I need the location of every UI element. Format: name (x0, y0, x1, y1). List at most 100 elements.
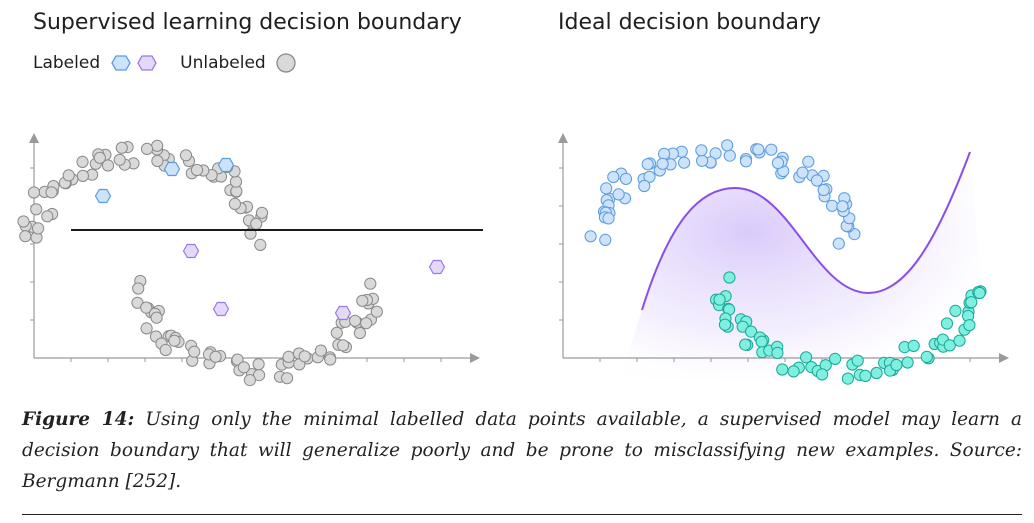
unlabeled-circle-icon (276, 53, 296, 73)
blue-class-point (771, 156, 785, 170)
purple-hexagon-icon (137, 55, 157, 71)
blue-class-point (612, 188, 625, 201)
teal-class-point (723, 271, 736, 284)
unlabeled-point (132, 282, 145, 295)
labeled-blue-point (217, 157, 235, 173)
labeled-purple-point (212, 301, 230, 317)
teal-class-point (943, 339, 956, 352)
teal-class-point (859, 369, 872, 382)
unlabeled-point (101, 159, 115, 172)
unlabeled-point (356, 294, 369, 307)
unlabeled-point (41, 210, 54, 223)
left-panel-title: Supervised learning decision boundary (33, 10, 462, 35)
left-scatter-plot (17, 133, 483, 387)
legend-labeled-label: Labeled (33, 53, 101, 73)
unlabeled-point (76, 155, 89, 168)
unlabeled-point (353, 326, 366, 340)
unlabeled-point (140, 322, 153, 335)
teal-class-point (851, 354, 864, 367)
figure-label: Figure 14: (22, 409, 135, 430)
teal-class-point (755, 335, 768, 348)
teal-class-point (713, 293, 726, 306)
blue-class-point (752, 143, 765, 156)
labeled-purple-point (182, 243, 200, 259)
blue-class-point (802, 155, 815, 168)
teal-class-point (800, 351, 813, 364)
teal-class-point (890, 358, 903, 372)
blue-class-point (638, 179, 651, 193)
teal-class-point (965, 296, 978, 309)
unlabeled-point (76, 169, 90, 182)
blue-class-point (619, 172, 633, 185)
blue-class-point (600, 182, 613, 195)
unlabeled-point (32, 222, 45, 235)
blue-class-point (739, 155, 753, 168)
teal-class-point (940, 317, 954, 330)
teal-class-point (841, 372, 855, 385)
blue-class-point (765, 143, 778, 156)
teal-class-point (953, 334, 966, 347)
unlabeled-point (27, 186, 41, 199)
blue-class-point (678, 156, 691, 169)
unlabeled-point (254, 238, 267, 251)
figure-caption: Figure 14: Using only the minimal labell… (22, 404, 1022, 497)
labeled-hexagon-icons (111, 55, 157, 71)
blue-class-point (602, 212, 615, 225)
caption-text: Using only the minimal labelled data poi… (22, 409, 1022, 492)
blue-class-point (721, 139, 734, 152)
y-axis-arrow-icon (558, 133, 568, 143)
blue-class-point (810, 174, 824, 187)
unlabeled-point (364, 277, 377, 290)
blue-class-point (656, 157, 669, 170)
blue-class-point (641, 158, 654, 171)
teal-class-point (739, 338, 752, 351)
unlabeled-point (62, 169, 75, 182)
unlabeled-point (151, 154, 164, 168)
labeled-blue-point (94, 188, 112, 204)
right-scatter-plot (558, 133, 1009, 385)
unlabeled-point (282, 350, 295, 363)
unlabeled-point (30, 203, 43, 216)
unlabeled-point (140, 301, 153, 314)
plots-canvas (17, 133, 1009, 387)
teal-class-point (776, 363, 789, 376)
teal-class-point (920, 350, 933, 363)
unlabeled-point (252, 358, 265, 371)
unlabeled-point (360, 317, 373, 330)
blue-class-point (599, 233, 612, 246)
unlabeled-point (17, 215, 30, 228)
legend: Labeled Unlabeled (33, 50, 300, 76)
blue-class-point (607, 170, 620, 184)
unlabeled-point (45, 186, 58, 199)
teal-class-point (907, 339, 920, 352)
teal-class-point (771, 346, 784, 359)
ideal-class-region (620, 152, 990, 380)
unlabeled-point (93, 151, 106, 164)
unlabeled-point (324, 353, 337, 366)
labeled-purple-point (428, 259, 446, 275)
unlabeled-point (330, 326, 343, 339)
unlabeled-point (314, 344, 327, 357)
labeled-purple-point (334, 305, 352, 321)
unlabeled-point (159, 343, 172, 357)
legend-unlabeled-label: Unlabeled (180, 53, 266, 73)
unlabeled-point (168, 334, 181, 347)
ideal-decision-boundary (641, 151, 971, 311)
teal-class-point (870, 366, 883, 380)
unlabeled-point (150, 311, 163, 324)
unlabeled-point (255, 206, 269, 219)
teal-class-point (963, 319, 976, 332)
blue-class-point (723, 149, 736, 162)
blue-hexagon-icon (111, 55, 131, 71)
unlabeled-point (237, 361, 250, 374)
blue-class-point (643, 170, 656, 183)
unlabeled-point (281, 372, 294, 385)
teal-class-point (718, 318, 732, 331)
unlabeled-point (250, 217, 263, 230)
unlabeled-point (179, 149, 193, 162)
unlabeled-point (370, 305, 383, 318)
teal-class-point (787, 365, 800, 378)
bottom-rule (22, 514, 1022, 515)
blue-class-point (817, 183, 830, 197)
y-axis-arrow-icon (29, 133, 39, 143)
